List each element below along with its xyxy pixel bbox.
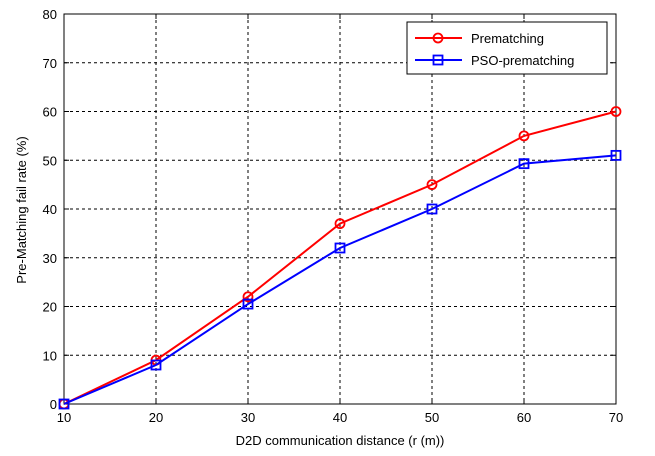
y-tick-label: 40 [43,202,57,217]
legend-item: PSO-prematching [415,53,574,68]
x-tick-label: 40 [333,410,347,425]
data-point [150,359,162,371]
x-tick-label: 30 [241,410,255,425]
legend: Prematching PSO-prematching [406,21,608,75]
data-point [426,179,438,191]
data-point [426,203,438,215]
data-point [58,398,70,410]
data-point [518,130,530,142]
y-tick-label: 20 [43,300,57,315]
x-tick-label: 60 [517,410,531,425]
data-point [518,158,530,170]
y-tick-label: 30 [43,251,57,266]
legend-item: Prematching [415,31,544,46]
y-tick-label: 80 [43,7,57,22]
data-point [242,298,254,310]
legend-label: Prematching [471,31,544,46]
series-line [63,154,617,405]
y-tick-label: 50 [43,153,57,168]
legend-marker [432,32,444,44]
series-layer [58,106,622,410]
x-tick-label: 10 [57,410,71,425]
x-tick-label: 50 [425,410,439,425]
y-axis-label: Pre-Matching fail rate (%) [14,136,29,283]
x-axis-label: D2D communication distance (r (m)) [236,433,445,448]
x-tick-label: 20 [149,410,163,425]
y-tick-label: 0 [50,397,57,412]
data-point [610,106,622,117]
legend-label: PSO-prematching [471,53,574,68]
y-tick-label: 60 [43,105,57,120]
data-point [242,291,254,303]
series-pso-prematching [58,149,622,410]
x-tick-label: 70 [609,410,623,425]
data-point [334,218,346,230]
y-tick-label: 70 [43,56,57,71]
y-tick-label: 10 [43,348,57,363]
data-point [334,242,346,254]
legend-marker [432,54,444,66]
data-point [610,149,622,161]
